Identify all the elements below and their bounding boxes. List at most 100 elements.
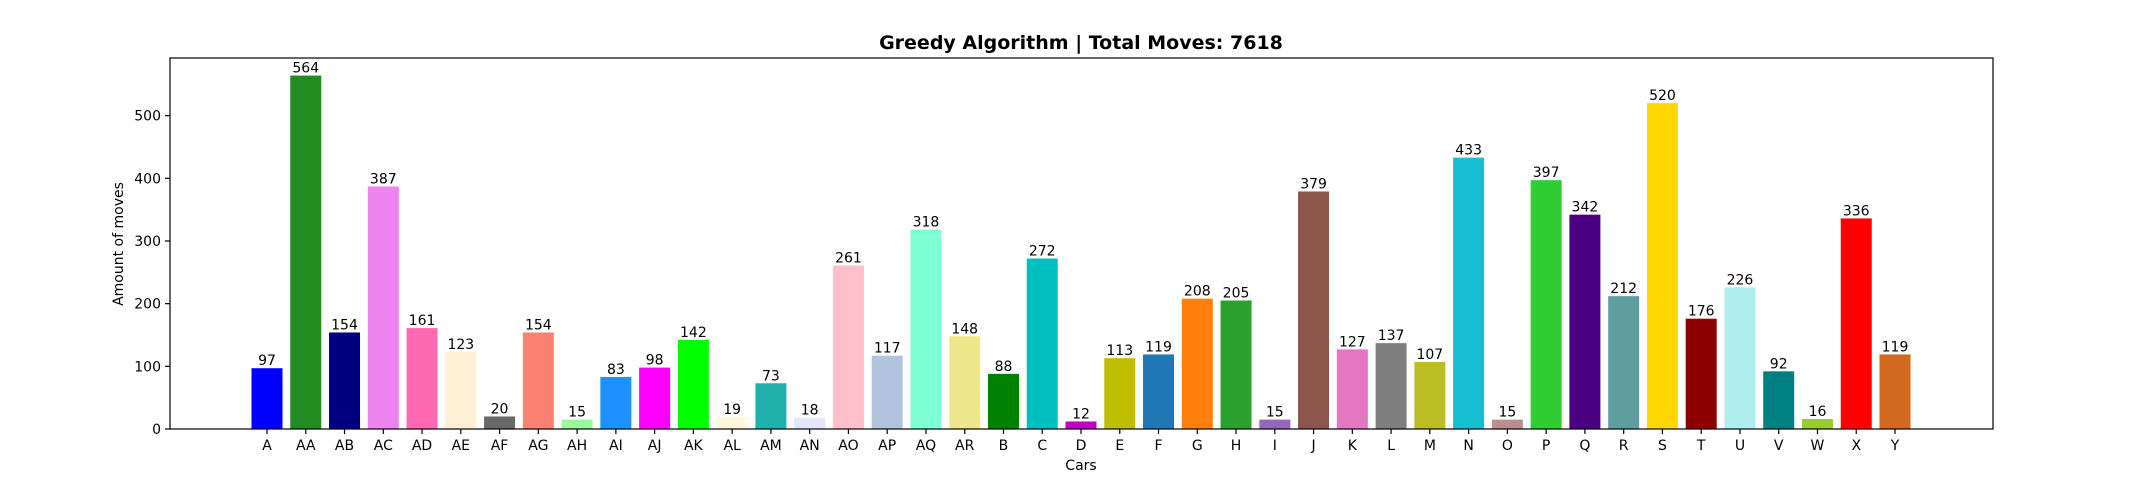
bar-aa [290, 75, 322, 430]
data-label-d: 12 [1072, 406, 1090, 422]
data-label-l: 137 [1378, 328, 1405, 344]
data-label-a: 97 [258, 353, 276, 369]
x-tick-label-v: V [1774, 438, 1784, 454]
bar-ar [949, 336, 981, 429]
x-tick-label-ap: AP [878, 438, 896, 454]
data-label-ao: 261 [835, 250, 862, 266]
x-tick-label-s: S [1658, 438, 1667, 454]
x-tick-label-am: AM [760, 438, 782, 454]
data-label-ah: 15 [568, 405, 586, 421]
x-tick-label-m: M [1424, 438, 1436, 454]
bar-ai [600, 376, 632, 429]
bar-o [1491, 419, 1523, 429]
x-tick-label-aa: AA [296, 438, 316, 454]
bar-a [251, 368, 283, 429]
y-tick-label-500: 500 [134, 109, 161, 125]
bar-k [1336, 349, 1368, 429]
data-label-k: 127 [1339, 334, 1366, 350]
data-label-aj: 98 [646, 353, 664, 369]
bars-layer [251, 75, 1911, 430]
bar-s [1646, 103, 1678, 430]
bar-m [1414, 361, 1446, 429]
x-tick-label-b: B [999, 438, 1009, 454]
bar-ad [406, 328, 438, 429]
data-label-ac: 387 [370, 171, 397, 187]
x-tick-label-ae: AE [452, 438, 470, 454]
data-label-ae: 123 [447, 337, 474, 353]
data-label-al: 19 [723, 402, 741, 418]
bar-ap [871, 355, 903, 429]
x-tick-label-a: A [262, 438, 272, 454]
bar-aj [639, 367, 671, 429]
x-tick-label-i: I [1273, 438, 1277, 454]
x-tick-label-d: D [1076, 438, 1087, 454]
bar-y [1879, 354, 1911, 429]
x-tick-label-c: C [1037, 438, 1047, 454]
data-label-af: 20 [491, 401, 509, 417]
x-tick-label-q: Q [1579, 438, 1590, 454]
x-tick-label-w: W [1811, 438, 1825, 454]
x-tick-label-ak: AK [684, 438, 704, 454]
bar-ah [561, 419, 593, 429]
data-label-v: 92 [1770, 356, 1788, 372]
data-label-m: 107 [1416, 347, 1443, 363]
bar-n [1453, 157, 1485, 429]
data-label-aq: 318 [913, 215, 940, 231]
bar-b [987, 373, 1019, 429]
bar-f [1143, 354, 1175, 429]
bar-c [1026, 258, 1058, 429]
x-tick-label-ao: AO [838, 438, 858, 454]
data-label-ai: 83 [607, 362, 625, 378]
x-tick-label-ac: AC [374, 438, 393, 454]
bar-u [1724, 287, 1756, 429]
x-tick-label-y: Y [1890, 438, 1900, 454]
x-tick-label-p: P [1542, 438, 1550, 454]
bar-af [484, 416, 516, 429]
bar-ae [445, 351, 477, 429]
bar-al [716, 417, 748, 429]
x-tick-label-n: N [1463, 438, 1473, 454]
data-label-y: 119 [1882, 339, 1909, 355]
bar-w [1801, 418, 1833, 429]
x-tick-label-aj: AJ [648, 438, 662, 454]
y-tick-label-100: 100 [134, 359, 161, 375]
bar-r [1608, 296, 1640, 429]
y-axis-label: Amount of moves [111, 182, 127, 306]
y-tick-label-200: 200 [134, 297, 161, 313]
data-label-ab: 154 [331, 317, 358, 333]
chart-title: Greedy Algorithm | Total Moves: 7618 [879, 32, 1283, 54]
data-label-j: 379 [1300, 176, 1327, 192]
x-tick-label-f: F [1154, 438, 1162, 454]
x-tick-label-af: AF [491, 438, 509, 454]
x-tick-label-aq: AQ [916, 438, 936, 454]
bar-aq [910, 229, 942, 429]
x-tick-label-x: X [1851, 438, 1861, 454]
data-label-am: 73 [762, 368, 780, 384]
x-tick-label-an: AN [800, 438, 820, 454]
data-labels-layer: 97 564 154 387 161 123 20 154 15 83 98 142 19 73 18 261… [258, 61, 1908, 423]
bar-x [1840, 218, 1872, 429]
y-tick-label-0: 0 [152, 422, 161, 438]
bar-ak [677, 340, 709, 429]
data-label-r: 212 [1610, 281, 1637, 297]
x-tick-label-ad: AD [412, 438, 432, 454]
y-tick-label-400: 400 [134, 171, 161, 187]
data-label-h: 205 [1223, 286, 1250, 302]
bar-e [1104, 358, 1136, 429]
x-ticks-layer: A AA AB AC AD AE AF AG AH AI AJ AK AL AM AN AO AP AQ AR B C D… [262, 429, 1900, 454]
bar-t [1685, 318, 1717, 429]
data-label-i: 15 [1266, 405, 1284, 421]
x-tick-label-e: E [1115, 438, 1124, 454]
bar-p [1530, 180, 1562, 429]
x-tick-label-o: O [1502, 438, 1513, 454]
x-tick-label-ag: AG [528, 438, 548, 454]
bar-an [794, 417, 826, 429]
x-tick-label-ai: AI [609, 438, 623, 454]
data-label-g: 208 [1184, 284, 1211, 300]
data-label-w: 16 [1809, 404, 1827, 420]
bar-ab [329, 332, 361, 429]
bar-d [1065, 421, 1097, 429]
x-tick-label-r: R [1619, 438, 1629, 454]
data-label-n: 433 [1455, 143, 1482, 159]
